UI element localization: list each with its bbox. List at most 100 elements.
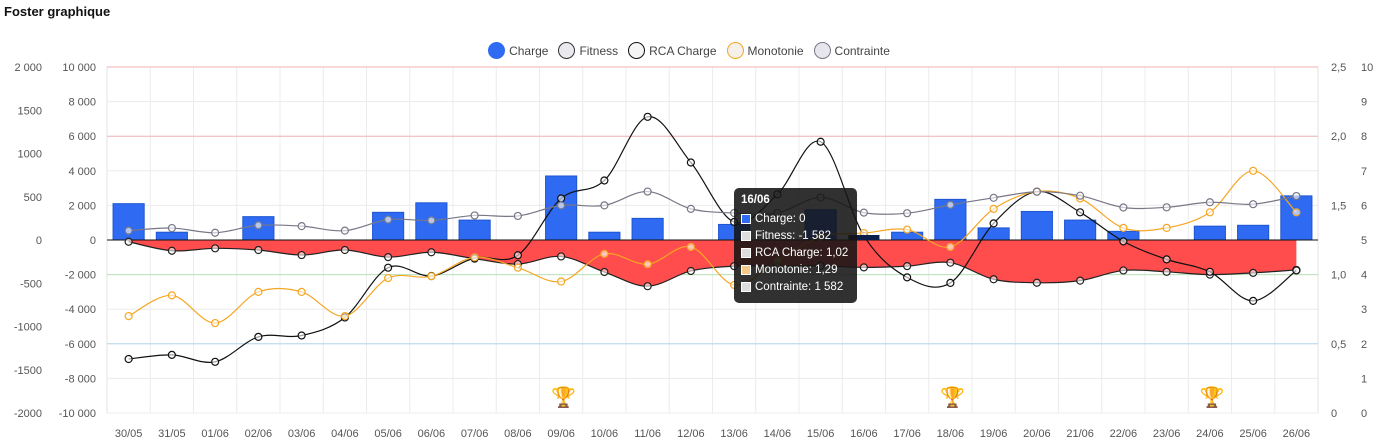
fitness-point[interactable] bbox=[859, 263, 868, 272]
rca-charge-point[interactable] bbox=[124, 354, 133, 364]
contrainte-point[interactable] bbox=[211, 228, 220, 237]
monotonie-point[interactable] bbox=[600, 249, 609, 258]
contrainte-point[interactable] bbox=[1162, 203, 1171, 212]
rca-charge-point[interactable] bbox=[1292, 266, 1301, 275]
contrainte-point[interactable] bbox=[297, 222, 306, 231]
rca-charge-point[interactable] bbox=[211, 357, 220, 366]
rca-charge-point[interactable] bbox=[1119, 237, 1128, 246]
rca-charge-point[interactable] bbox=[989, 219, 998, 228]
monotonie-point[interactable] bbox=[470, 253, 479, 262]
rca-charge-point[interactable] bbox=[1205, 267, 1214, 276]
monotonie-point[interactable] bbox=[124, 312, 133, 321]
contrainte-point[interactable] bbox=[254, 221, 263, 230]
contrainte-point[interactable] bbox=[384, 215, 393, 224]
fitness-point[interactable] bbox=[427, 248, 436, 257]
rca-charge-point[interactable] bbox=[946, 278, 955, 288]
monotonie-point[interactable] bbox=[1162, 223, 1171, 232]
rca-charge-point[interactable] bbox=[816, 137, 825, 146]
monotonie-point[interactable] bbox=[946, 242, 955, 252]
fitness-point[interactable] bbox=[384, 253, 393, 262]
fitness-point[interactable] bbox=[989, 275, 998, 284]
contrainte-point[interactable] bbox=[427, 216, 436, 225]
fitness-point[interactable] bbox=[600, 267, 609, 277]
contrainte-point[interactable] bbox=[1205, 198, 1214, 207]
charge-bar[interactable] bbox=[155, 231, 188, 241]
charge-bar[interactable] bbox=[1064, 219, 1097, 241]
monotonie-point[interactable] bbox=[557, 277, 566, 286]
contrainte-point[interactable] bbox=[513, 211, 522, 221]
monotonie-point[interactable] bbox=[427, 272, 436, 281]
fitness-point[interactable] bbox=[254, 245, 263, 255]
rca-charge-point[interactable] bbox=[1249, 296, 1258, 305]
charge-bar[interactable] bbox=[458, 219, 491, 241]
fitness-point[interactable] bbox=[340, 245, 349, 255]
monotonie-point[interactable] bbox=[211, 318, 220, 328]
contrainte-point[interactable] bbox=[600, 201, 609, 210]
rca-charge-point[interactable] bbox=[903, 273, 912, 282]
contrainte-point[interactable] bbox=[1292, 191, 1301, 201]
monotonie-point[interactable] bbox=[297, 287, 306, 296]
legend-item-fitness[interactable]: Fitness bbox=[558, 42, 618, 59]
contrainte-point[interactable] bbox=[859, 208, 868, 217]
fitness-point[interactable] bbox=[903, 262, 912, 271]
fitness-point[interactable] bbox=[211, 244, 220, 253]
charge-bar[interactable] bbox=[631, 217, 664, 241]
legend-item-monotonie[interactable]: Monotonie bbox=[726, 42, 804, 59]
rca-charge-point[interactable] bbox=[254, 332, 263, 341]
monotonie-point[interactable] bbox=[903, 225, 912, 234]
fitness-point[interactable] bbox=[124, 237, 133, 246]
contrainte-point[interactable] bbox=[946, 200, 955, 209]
fitness-point[interactable] bbox=[1076, 276, 1085, 285]
monotonie-point[interactable] bbox=[384, 273, 393, 283]
monotonie-point[interactable] bbox=[1119, 223, 1128, 232]
contrainte-point[interactable] bbox=[1032, 187, 1041, 196]
monotonie-point[interactable] bbox=[254, 287, 263, 296]
fitness-point[interactable] bbox=[297, 250, 306, 260]
contrainte-point[interactable] bbox=[1119, 203, 1128, 212]
fitness-point[interactable] bbox=[643, 282, 652, 291]
monotonie-point[interactable] bbox=[1205, 208, 1214, 217]
legend-item-charge[interactable]: Charge bbox=[488, 42, 548, 59]
contrainte-point[interactable] bbox=[167, 223, 176, 233]
monotonie-point[interactable] bbox=[1249, 166, 1258, 175]
rca-charge-point[interactable] bbox=[600, 176, 609, 185]
rca-charge-point[interactable] bbox=[1162, 255, 1171, 264]
rca-charge-point[interactable] bbox=[557, 194, 566, 203]
contrainte-point[interactable] bbox=[643, 187, 652, 196]
fitness-point[interactable] bbox=[167, 246, 176, 255]
monotonie-point[interactable] bbox=[989, 204, 998, 213]
fitness-point[interactable] bbox=[1119, 266, 1128, 275]
legend-item-contrainte[interactable]: Contrainte bbox=[813, 42, 890, 59]
rca-charge-point[interactable] bbox=[686, 158, 695, 167]
rca-charge-point[interactable] bbox=[297, 331, 306, 340]
fitness-point[interactable] bbox=[1032, 278, 1041, 287]
contrainte-point[interactable] bbox=[686, 204, 695, 213]
charge-bar[interactable] bbox=[588, 231, 621, 241]
fitness-point[interactable] bbox=[557, 252, 566, 261]
charge-bar[interactable] bbox=[1193, 225, 1226, 241]
contrainte-point[interactable] bbox=[340, 226, 349, 235]
contrainte-point[interactable] bbox=[124, 226, 133, 235]
contrainte-point[interactable] bbox=[1249, 200, 1258, 209]
contrainte-point[interactable] bbox=[989, 193, 998, 202]
rca-charge-point[interactable] bbox=[513, 251, 522, 260]
contrainte-point[interactable] bbox=[557, 201, 566, 210]
charge-bar[interactable] bbox=[1020, 210, 1053, 241]
monotonie-point[interactable] bbox=[1292, 208, 1301, 217]
contrainte-point[interactable] bbox=[903, 209, 912, 218]
monotonie-point[interactable] bbox=[643, 260, 652, 269]
rca-charge-point[interactable] bbox=[384, 263, 393, 272]
rca-charge-point[interactable] bbox=[1076, 208, 1085, 217]
monotonie-point[interactable] bbox=[686, 242, 695, 252]
charge-bar[interactable] bbox=[1280, 195, 1313, 241]
rca-charge-point[interactable] bbox=[643, 112, 652, 121]
fitness-point[interactable] bbox=[1162, 267, 1171, 276]
monotonie-point[interactable] bbox=[340, 312, 349, 321]
fitness-point[interactable] bbox=[686, 266, 695, 276]
legend-item-rca-charge[interactable]: RCA Charge bbox=[628, 42, 717, 59]
monotonie-point[interactable] bbox=[513, 263, 522, 272]
contrainte-point[interactable] bbox=[1076, 191, 1085, 200]
charge-bar[interactable] bbox=[1237, 224, 1270, 241]
monotonie-point[interactable] bbox=[167, 291, 176, 300]
